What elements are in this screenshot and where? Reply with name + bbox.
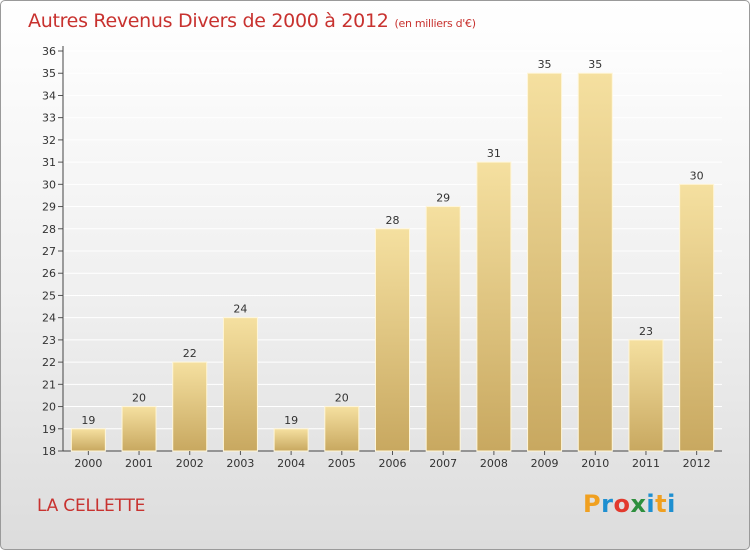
bar-value-label: 35 (588, 58, 602, 71)
bar (172, 361, 208, 452)
bar (679, 183, 715, 452)
bar-value-label: 29 (436, 192, 450, 205)
x-tick-label: 2001 (125, 457, 153, 470)
y-tick-label: 32 (42, 134, 56, 147)
chart-subtitle: (en milliers d'€) (394, 17, 476, 30)
y-tick-label: 30 (42, 178, 56, 191)
bar (476, 161, 512, 452)
logo-letter: t (655, 490, 668, 518)
bar (375, 228, 410, 452)
bar (324, 406, 360, 452)
bar-value-label: 23 (639, 325, 653, 338)
bar (527, 72, 563, 452)
bar (577, 72, 613, 452)
logo-letter: i (646, 490, 656, 518)
y-tick-label: 35 (42, 67, 56, 80)
bar-value-label: 22 (183, 347, 197, 360)
y-tick-label: 23 (42, 334, 56, 347)
x-tick-label: 2007 (429, 457, 457, 470)
bar-value-label: 24 (233, 303, 247, 316)
bar-value-label: 30 (690, 169, 704, 182)
y-tick-label: 18 (42, 445, 56, 458)
y-tick-label: 22 (42, 356, 56, 369)
x-tick-label: 2005 (328, 457, 356, 470)
x-tick-label: 2006 (379, 457, 407, 470)
y-tick-label: 36 (42, 45, 56, 58)
y-tick-label: 20 (42, 401, 56, 414)
place-name: LA CELLETTE (37, 496, 146, 516)
logo-letter: x (630, 490, 647, 518)
logo-letter: P (583, 490, 602, 518)
bar (121, 406, 157, 452)
y-tick-label: 33 (42, 112, 56, 125)
x-tick-label: 2009 (531, 457, 559, 470)
y-tick-label: 34 (42, 89, 56, 102)
bar-value-label: 20 (132, 392, 146, 405)
y-tick-label: 19 (42, 423, 56, 436)
bar-value-label: 19 (284, 414, 298, 427)
logo-letter: r (601, 490, 614, 518)
x-tick-label: 2000 (74, 457, 102, 470)
x-tick-label: 2003 (226, 457, 254, 470)
bar-value-label: 28 (386, 214, 400, 227)
x-tick-label: 2008 (480, 457, 508, 470)
bar-value-label: 35 (538, 58, 552, 71)
x-tick-label: 2012 (683, 457, 711, 470)
x-tick-label: 2011 (632, 457, 660, 470)
y-tick-label: 28 (42, 223, 56, 236)
x-tick-label: 2004 (277, 457, 305, 470)
y-tick-label: 25 (42, 289, 56, 302)
y-tick-label: 29 (42, 201, 56, 214)
bar (222, 317, 258, 452)
x-tick-label: 2010 (581, 457, 609, 470)
bar-value-label: 20 (335, 392, 349, 405)
logo-letter: o (613, 490, 631, 518)
logo-letter: i (667, 490, 676, 518)
chart-title: Autres Revenus Divers de 2000 à 2012 (en … (28, 10, 476, 32)
y-tick-label: 27 (42, 245, 56, 258)
bar (273, 428, 309, 452)
y-tick-label: 24 (42, 312, 56, 325)
bar (425, 206, 461, 452)
bar-value-label: 31 (487, 147, 501, 160)
bar (70, 428, 106, 452)
x-tick-label: 2002 (176, 457, 204, 470)
y-tick-label: 26 (42, 267, 56, 280)
y-tick-label: 31 (42, 156, 56, 169)
chart-title-text: Autres Revenus Divers de 2000 à 2012 (28, 10, 389, 32)
bar-value-label: 19 (81, 414, 95, 427)
y-tick-label: 21 (42, 378, 56, 391)
proxiti-logo: Proxiti (583, 490, 676, 518)
bar (628, 339, 664, 452)
